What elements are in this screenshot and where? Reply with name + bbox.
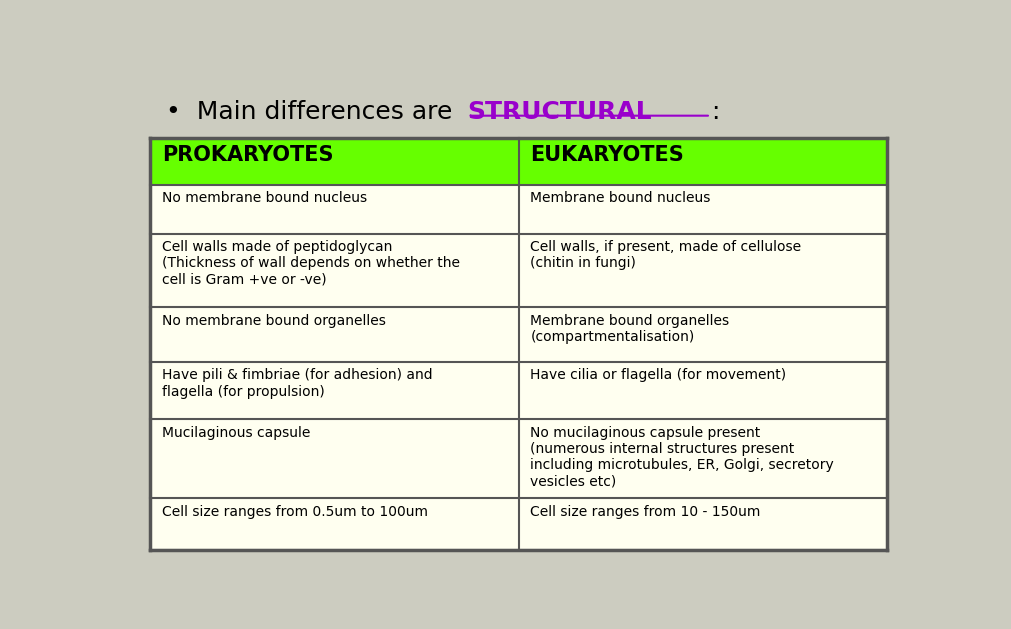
- Bar: [150, 138, 519, 185]
- Text: Membrane bound organelles
(compartmentalisation): Membrane bound organelles (compartmental…: [530, 314, 729, 344]
- Bar: [519, 498, 887, 550]
- Text: STRUCTURAL: STRUCTURAL: [467, 99, 652, 124]
- Text: Cell size ranges from 0.5um to 100um: Cell size ranges from 0.5um to 100um: [162, 504, 428, 519]
- Bar: [519, 308, 887, 362]
- Bar: [150, 420, 519, 498]
- Text: Have cilia or flagella (for movement): Have cilia or flagella (for movement): [530, 369, 786, 382]
- Bar: [150, 138, 887, 550]
- Text: PROKARYOTES: PROKARYOTES: [162, 145, 333, 165]
- Bar: [519, 234, 887, 308]
- Bar: [519, 138, 887, 185]
- Text: :: :: [710, 99, 719, 124]
- Text: Have pili & fimbriae (for adhesion) and
flagella (for propulsion): Have pili & fimbriae (for adhesion) and …: [162, 369, 432, 399]
- Bar: [150, 498, 519, 550]
- Text: Cell size ranges from 10 - 150um: Cell size ranges from 10 - 150um: [530, 504, 760, 519]
- Text: No mucilaginous capsule present
(numerous internal structures present
including : No mucilaginous capsule present (numerou…: [530, 426, 833, 488]
- Text: Cell walls, if present, made of cellulose
(chitin in fungi): Cell walls, if present, made of cellulos…: [530, 240, 801, 270]
- Text: EUKARYOTES: EUKARYOTES: [530, 145, 683, 165]
- Text: Membrane bound nucleus: Membrane bound nucleus: [530, 191, 710, 205]
- Bar: [150, 362, 519, 420]
- Bar: [150, 185, 519, 234]
- Text: •  Main differences are: • Main differences are: [166, 99, 460, 124]
- Bar: [150, 308, 519, 362]
- Text: No membrane bound nucleus: No membrane bound nucleus: [162, 191, 367, 205]
- Text: Cell walls made of peptidoglycan
(Thickness of wall depends on whether the
cell : Cell walls made of peptidoglycan (Thickn…: [162, 240, 459, 287]
- Bar: [150, 234, 519, 308]
- Text: No membrane bound organelles: No membrane bound organelles: [162, 314, 385, 328]
- Text: Mucilaginous capsule: Mucilaginous capsule: [162, 426, 309, 440]
- Bar: [519, 420, 887, 498]
- Bar: [519, 362, 887, 420]
- Bar: [519, 185, 887, 234]
